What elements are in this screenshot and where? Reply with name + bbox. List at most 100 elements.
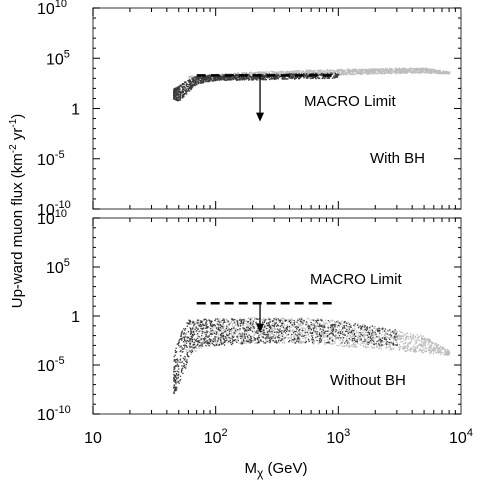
- scatter-point-dark: [242, 77, 244, 80]
- scatter-point-light: [364, 69, 366, 71]
- scatter-point-light: [435, 342, 437, 345]
- scatter-point-light: [199, 344, 201, 346]
- scatter-point-light: [414, 336, 417, 338]
- scatter-point-dark: [174, 89, 176, 91]
- scatter-point-light: [225, 77, 227, 79]
- scatter-point-light: [314, 327, 317, 329]
- scatter-point-dark: [258, 336, 261, 339]
- scatter-point-light: [231, 332, 233, 334]
- scatter-point-dark: [331, 77, 334, 79]
- scatter-point-light: [404, 72, 406, 74]
- scatter-point-light: [433, 348, 435, 350]
- scatter-point-dark: [188, 87, 191, 89]
- scatter-point-light: [430, 341, 432, 343]
- scatter-point-light: [200, 347, 202, 349]
- scatter-point-light: [233, 326, 235, 328]
- scatter-point-light: [241, 73, 243, 75]
- scatter-point-dark: [272, 325, 274, 327]
- scatter-point-light: [396, 70, 398, 72]
- scatter-point-light: [361, 69, 363, 71]
- scatter-point-light: [417, 68, 419, 70]
- scatter-point-light: [360, 71, 362, 73]
- scatter-point-light: [256, 327, 258, 330]
- scatter-point-light: [210, 341, 212, 343]
- scatter-point-dark: [181, 97, 184, 99]
- scatter-point-light: [398, 71, 401, 73]
- scatter-point-light: [395, 70, 397, 72]
- scatter-point-light: [385, 68, 387, 70]
- scatter-point-light: [202, 325, 204, 327]
- scatter-point-light: [204, 339, 206, 341]
- scatter-point-light: [436, 71, 438, 73]
- scatter-point-light: [406, 336, 408, 338]
- scatter-point-light: [443, 72, 445, 74]
- scatter-point-dark: [220, 75, 222, 77]
- scatter-point-light: [192, 326, 194, 329]
- scatter-point-dark: [173, 94, 175, 96]
- scatter-point-dark: [182, 83, 184, 85]
- scatter-point-dark: [173, 93, 175, 95]
- scatter-point-light: [280, 331, 282, 333]
- scatter-point-light: [250, 317, 252, 319]
- scatter-point-light: [307, 72, 309, 74]
- scatter-point-light: [394, 70, 396, 72]
- scatter-point-light: [348, 71, 350, 73]
- scatter-point-dark: [263, 75, 265, 78]
- scatter-point-dark: [258, 77, 260, 79]
- scatter-point-light: [287, 337, 289, 339]
- scatter-point-light: [423, 72, 425, 74]
- scatter-point-light: [349, 70, 351, 73]
- scatter-point-dark: [270, 327, 272, 329]
- scatter-point-light: [434, 348, 436, 350]
- scatter-point-light: [363, 342, 365, 344]
- scatter-point-light: [398, 70, 400, 72]
- scatter-point-light: [352, 342, 354, 344]
- scatter-point-dark: [266, 76, 268, 78]
- scatter-point-light: [292, 71, 294, 73]
- scatter-point-light: [435, 351, 437, 353]
- scatter-point-light: [245, 332, 247, 335]
- scatter-point-light: [401, 335, 403, 337]
- scatter-point-light: [283, 73, 285, 75]
- scatter-point-dark: [220, 79, 222, 81]
- scatter-point-light: [436, 70, 438, 72]
- scatter-point-dark: [343, 337, 345, 339]
- scatter-point-light: [265, 339, 267, 341]
- scatter-point-dark: [192, 80, 194, 82]
- scatter-point-light: [422, 344, 424, 346]
- scatter-point-light: [193, 76, 195, 78]
- scatter-point-light: [424, 347, 427, 349]
- scatter-point-light: [271, 336, 273, 338]
- scatter-point-dark: [245, 333, 247, 335]
- scatter-point-light: [423, 339, 426, 341]
- scatter-point-dark: [197, 322, 199, 324]
- scatter-point-dark: [318, 77, 320, 79]
- scatter-point-light: [307, 70, 309, 72]
- scatter-point-light: [399, 338, 401, 340]
- scatter-point-light: [438, 69, 441, 72]
- scatter-point-light: [223, 325, 225, 328]
- scatter-point-light: [432, 349, 434, 351]
- scatter-point-dark: [188, 80, 190, 82]
- scatter-point-dark: [326, 72, 328, 75]
- scatter-point-light: [350, 329, 352, 332]
- scatter-point-dark: [257, 79, 259, 81]
- scatter-point-light: [369, 341, 371, 343]
- scatter-point-dark: [187, 89, 189, 91]
- scatter-point-light: [436, 352, 438, 354]
- scatter-point-light: [373, 333, 375, 335]
- scatter-point-dark: [369, 326, 371, 329]
- scatter-point-light: [289, 71, 291, 73]
- scatter-point-light: [399, 346, 401, 348]
- scatter-point-light: [391, 68, 394, 70]
- scatter-point-light: [338, 337, 341, 339]
- scatter-point-light: [356, 341, 358, 343]
- scatter-point-light: [421, 338, 423, 340]
- scatter-point-dark: [249, 75, 252, 77]
- scatter-point-light: [324, 339, 326, 342]
- scatter-point-light: [299, 331, 301, 333]
- scatter-point-light: [200, 330, 202, 332]
- scatter-point-dark: [186, 322, 188, 324]
- scatter-point-light: [432, 68, 434, 71]
- scatter-point-light: [341, 322, 343, 324]
